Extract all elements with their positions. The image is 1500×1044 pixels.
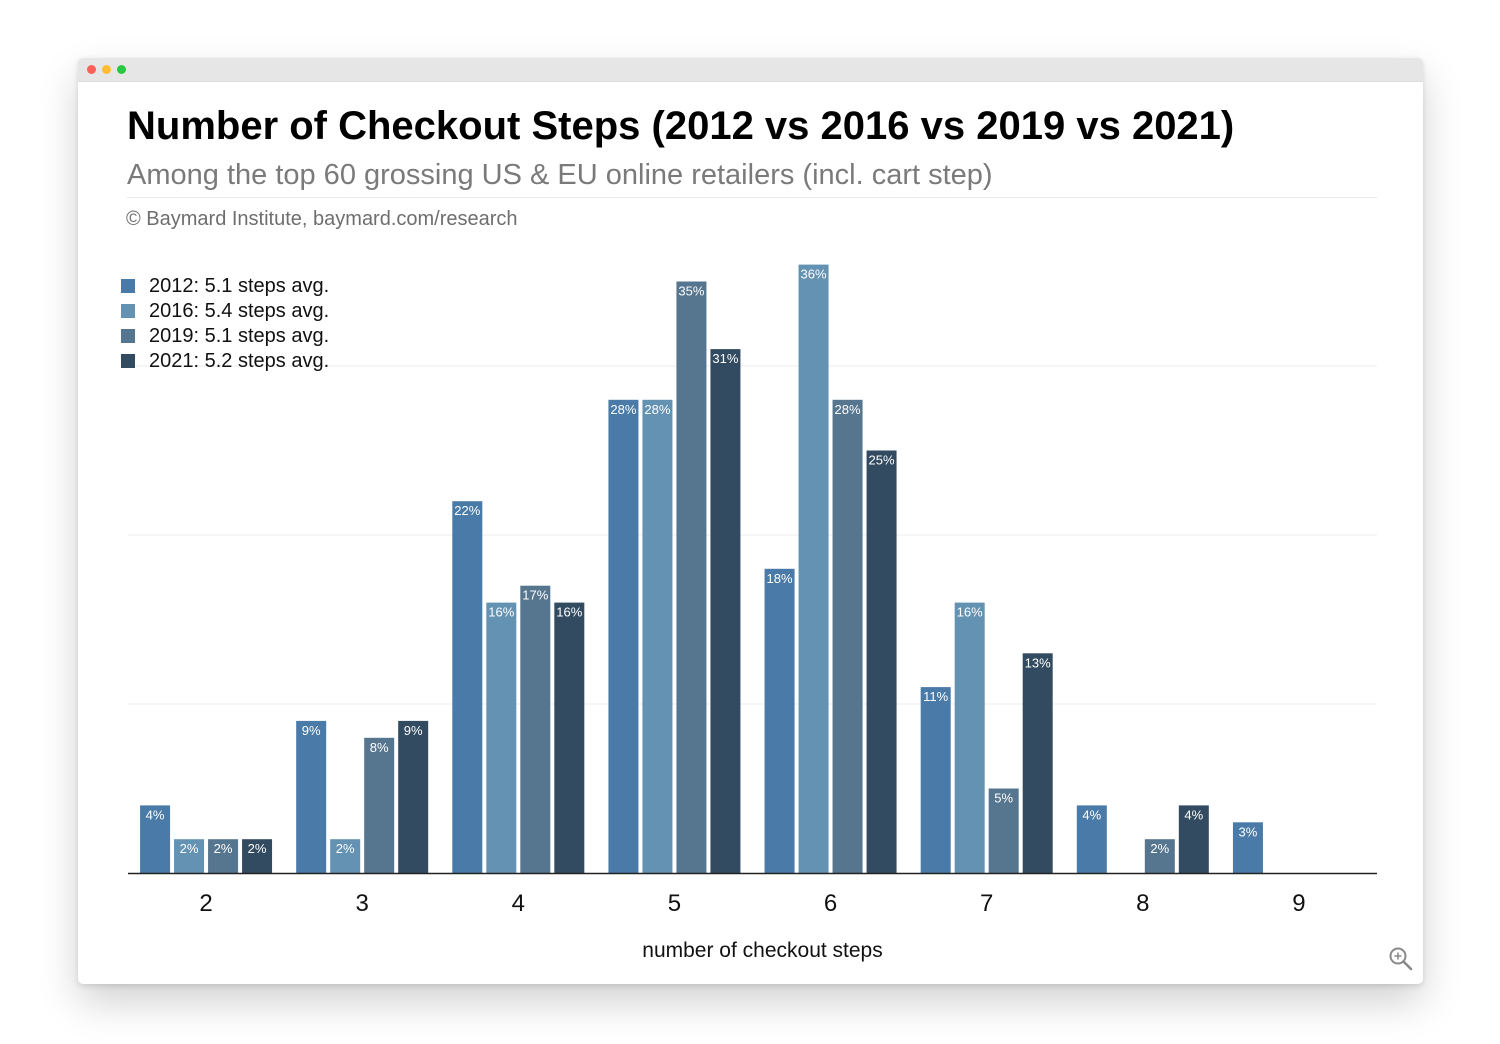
bar-2021-2 bbox=[242, 839, 273, 873]
x-tick-label: 6 bbox=[824, 890, 837, 917]
bar-value-label: 16% bbox=[488, 605, 514, 620]
maximize-window-button[interactable] bbox=[117, 65, 126, 74]
bar-value-label: 9% bbox=[302, 723, 321, 738]
bar-2016-2 bbox=[174, 839, 205, 873]
legend-swatch bbox=[121, 354, 135, 368]
bar-chart: 4% 2% 2% 2% 2 9% 2% 8% 9% 3 22% 16% 17% 16% 4 28% 28% 35%… bbox=[128, 264, 1377, 962]
x-tick-label: 2 bbox=[199, 890, 212, 917]
bar-2012-6 bbox=[764, 568, 795, 873]
bar-value-label: 5% bbox=[994, 791, 1013, 806]
chart-subtitle: Among the top 60 grossing US & EU online… bbox=[127, 159, 993, 191]
bar-value-label: 16% bbox=[957, 605, 983, 620]
bar-value-label: 4% bbox=[1082, 807, 1101, 822]
bar-2021-4 bbox=[554, 602, 585, 873]
x-tick-label: 8 bbox=[1136, 890, 1149, 917]
window-titlebar bbox=[78, 58, 1423, 82]
x-tick-label: 7 bbox=[980, 890, 993, 917]
bar-2021-8 bbox=[1178, 805, 1209, 873]
bar-2012-4 bbox=[452, 501, 483, 873]
close-window-button[interactable] bbox=[87, 65, 96, 74]
browser-window: Number of Checkout Steps (2012 vs 2016 v… bbox=[78, 58, 1423, 984]
chart-credit: © Baymard Institute, baymard.com/researc… bbox=[126, 208, 518, 230]
bar-2021-3 bbox=[398, 720, 429, 873]
legend-swatch bbox=[121, 329, 135, 343]
legend-swatch bbox=[121, 279, 135, 293]
minimize-window-button[interactable] bbox=[102, 65, 111, 74]
bar-2016-6 bbox=[798, 264, 829, 874]
bar-value-label: 28% bbox=[610, 402, 636, 417]
bar-value-label: 16% bbox=[556, 605, 582, 620]
bar-value-label: 4% bbox=[146, 807, 165, 822]
bar-value-label: 4% bbox=[1184, 807, 1203, 822]
legend-label: 2021: 5.2 steps avg. bbox=[149, 350, 330, 372]
x-tick-label: 5 bbox=[668, 890, 681, 917]
x-tick-label: 9 bbox=[1292, 890, 1305, 917]
bar-value-label: 28% bbox=[644, 402, 670, 417]
bar-2016-7 bbox=[954, 602, 985, 873]
bar-value-label: 2% bbox=[214, 841, 233, 856]
bar-2019-7 bbox=[988, 788, 1019, 873]
bar-2016-4 bbox=[486, 602, 517, 873]
bar-2012-2 bbox=[140, 805, 171, 873]
bar-2021-7 bbox=[1022, 653, 1053, 873]
bar-value-label: 8% bbox=[370, 740, 389, 755]
bar-value-label: 28% bbox=[835, 402, 861, 417]
legend-label: 2019: 5.1 steps avg. bbox=[149, 325, 330, 347]
bar-value-label: 2% bbox=[248, 841, 267, 856]
bar-2012-3 bbox=[296, 720, 327, 873]
bar-value-label: 31% bbox=[712, 351, 738, 366]
chart-title: Number of Checkout Steps (2012 vs 2016 v… bbox=[127, 104, 1235, 148]
bar-2021-5 bbox=[710, 349, 741, 874]
bar-2019-5 bbox=[676, 281, 707, 873]
bar-value-label: 17% bbox=[522, 588, 548, 603]
bar-value-label: 2% bbox=[336, 841, 355, 856]
divider bbox=[127, 197, 1377, 198]
bar-2019-4 bbox=[520, 585, 551, 873]
bar-2019-6 bbox=[832, 399, 863, 873]
bar-2016-3 bbox=[330, 839, 361, 873]
bar-value-label: 2% bbox=[1150, 841, 1169, 856]
bar-value-label: 3% bbox=[1239, 824, 1258, 839]
legend-swatch bbox=[121, 304, 135, 318]
bar-2012-7 bbox=[920, 687, 951, 873]
bar-2016-5 bbox=[642, 399, 673, 873]
bar-2019-2 bbox=[208, 839, 239, 873]
bar-2021-6 bbox=[866, 450, 897, 873]
legend-label: 2016: 5.4 steps avg. bbox=[149, 300, 330, 322]
bar-value-label: 22% bbox=[454, 503, 480, 518]
bar-value-label: 18% bbox=[767, 571, 793, 586]
x-axis-label: number of checkout steps bbox=[642, 939, 882, 962]
bar-2012-5 bbox=[608, 399, 639, 873]
zoom-in-icon[interactable] bbox=[1388, 946, 1414, 972]
bar-value-label: 13% bbox=[1025, 655, 1051, 670]
x-tick-label: 3 bbox=[356, 890, 369, 917]
bar-value-label: 2% bbox=[180, 841, 199, 856]
bar-2019-3 bbox=[364, 737, 395, 873]
bar-value-label: 35% bbox=[678, 284, 704, 299]
bar-value-label: 25% bbox=[869, 453, 895, 468]
bar-value-label: 9% bbox=[404, 723, 423, 738]
bar-value-label: 36% bbox=[801, 267, 827, 282]
bar-2012-9 bbox=[1232, 822, 1263, 873]
bar-2019-8 bbox=[1144, 839, 1175, 873]
legend-label: 2012: 5.1 steps avg. bbox=[149, 275, 330, 297]
x-tick-label: 4 bbox=[512, 890, 525, 917]
bar-2012-8 bbox=[1076, 805, 1107, 873]
bar-value-label: 11% bbox=[923, 689, 948, 704]
